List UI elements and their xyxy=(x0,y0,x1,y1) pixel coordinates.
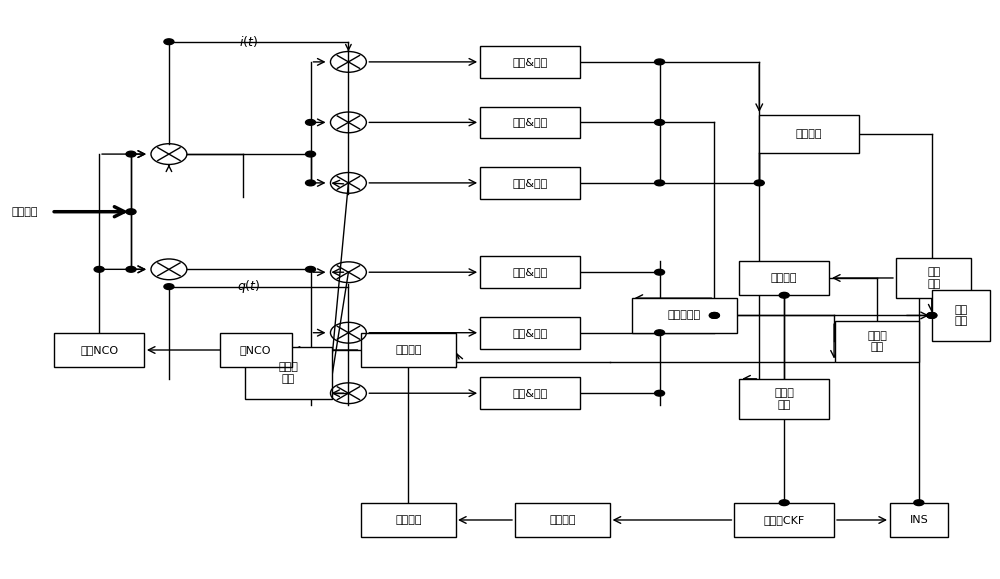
Text: 积分&清零: 积分&清零 xyxy=(512,57,548,67)
Circle shape xyxy=(914,500,924,505)
Text: 载波NCO: 载波NCO xyxy=(80,345,118,355)
Circle shape xyxy=(655,119,665,125)
Circle shape xyxy=(927,313,937,318)
Text: 预测
量测: 预测 量测 xyxy=(927,267,940,289)
FancyBboxPatch shape xyxy=(361,503,456,537)
Text: 量测转换: 量测转换 xyxy=(395,515,422,525)
FancyBboxPatch shape xyxy=(515,503,610,537)
Text: 积分&清零: 积分&清零 xyxy=(512,389,548,398)
FancyBboxPatch shape xyxy=(932,290,990,342)
FancyBboxPatch shape xyxy=(890,503,948,537)
Text: 载波鉴相器: 载波鉴相器 xyxy=(668,310,701,320)
FancyBboxPatch shape xyxy=(480,167,580,199)
Circle shape xyxy=(94,266,104,272)
Circle shape xyxy=(306,266,316,272)
Circle shape xyxy=(927,313,937,318)
FancyBboxPatch shape xyxy=(220,333,292,367)
Text: INS: INS xyxy=(909,515,928,525)
Circle shape xyxy=(709,313,719,318)
Text: 导航
电文: 导航 电文 xyxy=(954,305,967,326)
Circle shape xyxy=(126,266,136,272)
Text: 高精度CKF: 高精度CKF xyxy=(764,515,805,525)
Text: 量测转换: 量测转换 xyxy=(771,273,797,283)
FancyBboxPatch shape xyxy=(896,258,971,298)
Text: 误差校正: 误差校正 xyxy=(395,345,422,355)
FancyBboxPatch shape xyxy=(480,256,580,288)
Circle shape xyxy=(779,292,789,298)
FancyBboxPatch shape xyxy=(739,261,829,295)
FancyBboxPatch shape xyxy=(361,333,456,367)
Text: 数字中频: 数字中频 xyxy=(11,207,38,217)
FancyBboxPatch shape xyxy=(835,321,919,361)
Circle shape xyxy=(655,330,665,336)
Text: 码鉴相器: 码鉴相器 xyxy=(796,129,822,139)
Circle shape xyxy=(306,180,316,186)
Text: 环路滤
波器: 环路滤 波器 xyxy=(774,388,794,410)
Circle shape xyxy=(126,151,136,157)
FancyBboxPatch shape xyxy=(480,378,580,409)
Circle shape xyxy=(754,180,764,186)
Circle shape xyxy=(655,180,665,186)
Circle shape xyxy=(126,209,136,215)
FancyBboxPatch shape xyxy=(759,115,859,153)
Circle shape xyxy=(655,269,665,275)
FancyBboxPatch shape xyxy=(480,317,580,349)
Circle shape xyxy=(655,59,665,65)
FancyBboxPatch shape xyxy=(54,333,144,367)
FancyBboxPatch shape xyxy=(734,503,834,537)
Text: $q(t)$: $q(t)$ xyxy=(237,278,260,295)
FancyBboxPatch shape xyxy=(632,298,737,333)
Circle shape xyxy=(164,39,174,45)
FancyBboxPatch shape xyxy=(739,379,829,419)
Circle shape xyxy=(779,500,789,505)
Text: 积分&清零: 积分&清零 xyxy=(512,118,548,127)
Circle shape xyxy=(164,284,174,290)
Text: 码NCO: 码NCO xyxy=(240,345,271,355)
Text: 积分&清零: 积分&清零 xyxy=(512,328,548,338)
Circle shape xyxy=(655,390,665,396)
Circle shape xyxy=(306,151,316,157)
Text: $i(t)$: $i(t)$ xyxy=(239,34,258,49)
Text: 环路滤
波器: 环路滤 波器 xyxy=(867,331,887,352)
Circle shape xyxy=(709,313,719,318)
FancyBboxPatch shape xyxy=(245,347,332,399)
FancyBboxPatch shape xyxy=(480,107,580,138)
Text: 积分&清零: 积分&清零 xyxy=(512,178,548,188)
FancyBboxPatch shape xyxy=(480,46,580,78)
Circle shape xyxy=(306,119,316,125)
Text: 误差校正: 误差校正 xyxy=(550,515,576,525)
Text: 移位寄
存器: 移位寄 存器 xyxy=(279,362,299,384)
Text: 积分&清零: 积分&清零 xyxy=(512,267,548,277)
